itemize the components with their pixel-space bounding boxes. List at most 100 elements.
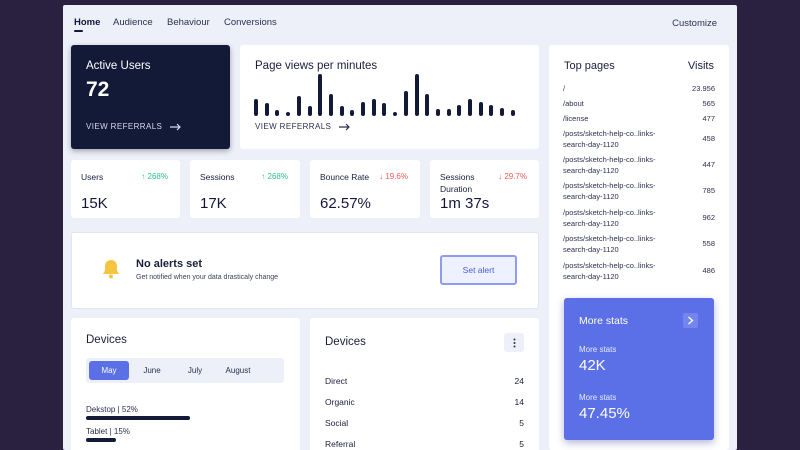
stat-value: 15K — [81, 195, 108, 212]
devices-card: Devices May June July August Dekstop | 5… — [71, 318, 300, 450]
list-item[interactable]: /23.956 — [563, 84, 715, 93]
page-views-bar — [478, 102, 483, 116]
list-item[interactable]: /license 477 — [563, 114, 715, 123]
alerts-subtitle: Get notified when your data drasticaly c… — [136, 274, 279, 281]
page-views-bar — [414, 74, 419, 116]
channels-title: Devices — [325, 336, 366, 348]
dashboard-window: Home Audience Behaviour Conversions Cust… — [63, 5, 737, 450]
stat-label: Sessions Duration — [440, 172, 475, 194]
stat-card-bounce-rate: Bounce Rate ↓ 19.6% 62.57% — [310, 160, 420, 218]
page-views-bar — [275, 110, 280, 116]
channel-row: Organic 14 — [325, 397, 524, 407]
page-views-bar — [457, 105, 462, 116]
stat-card-users: Users ↑ 268% 15K — [71, 160, 180, 218]
list-item[interactable]: /about 565 — [563, 99, 715, 108]
more-stats-card: More stats More stats 42K More stats 47.… — [564, 298, 714, 440]
active-tab-indicator — [74, 30, 83, 32]
page-views-bar — [446, 109, 451, 116]
more-stats-title: More stats — [579, 315, 629, 327]
stat-value: 1m 37s — [440, 195, 490, 212]
device-bar-tablet — [86, 438, 116, 442]
page-views-bar — [382, 103, 387, 116]
month-tab-july[interactable]: July — [187, 366, 203, 375]
active-users-title: Active Users — [86, 60, 151, 72]
page-views-bar — [339, 106, 344, 116]
page-views-bar — [318, 74, 323, 116]
channel-row: Social 5 — [325, 418, 524, 428]
page-views-bar — [328, 94, 333, 116]
bell-icon — [103, 260, 119, 279]
stat-trend-down: ↓ 29.7% — [498, 172, 527, 181]
tab-home[interactable]: Home — [74, 17, 101, 28]
tab-audience[interactable]: Audience — [113, 17, 153, 28]
tab-behaviour[interactable]: Behaviour — [167, 17, 210, 28]
page-views-card: Page views per minutes VIEW REFERRALS — [240, 45, 539, 149]
list-item[interactable]: /posts/sketch-help-co..links-search-day-… — [563, 208, 715, 228]
more-stats-value: 42K — [579, 357, 606, 374]
view-referrals-link[interactable]: VIEW REFERRALS — [86, 122, 182, 131]
page-views-bar — [489, 105, 494, 116]
stat-trend-down: ↓ 19.6% — [379, 172, 408, 181]
page-views-bar — [264, 103, 269, 116]
month-tab-june[interactable]: June — [143, 366, 161, 375]
chevron-right-icon — [688, 316, 694, 325]
stat-card-session-duration: Sessions Duration ↓ 29.7% 1m 37s — [430, 160, 539, 218]
page-views-bar — [350, 110, 355, 116]
page-views-bar — [254, 99, 258, 116]
page-views-chart — [254, 74, 526, 116]
stat-label: Users — [81, 172, 104, 182]
more-stats-value: 47.45% — [579, 405, 630, 422]
list-item[interactable]: /posts/sketch-help-co..links-search-day-… — [563, 234, 715, 254]
tab-conversions[interactable]: Conversions — [224, 17, 277, 28]
set-alert-button[interactable]: Set alert — [440, 255, 517, 285]
more-options-button[interactable] — [504, 333, 524, 352]
view-referrals-label: VIEW REFERRALS — [86, 122, 163, 131]
page-views-title: Page views per minutes — [255, 60, 378, 72]
arrow-right-icon — [170, 123, 182, 130]
view-referrals-label: VIEW REFERRALS — [255, 122, 332, 131]
top-nav: Home Audience Behaviour Conversions Cust… — [63, 5, 737, 43]
device-label-desktop: Dekstop | 52% — [86, 405, 138, 414]
page-views-bar — [361, 102, 365, 116]
page-views-bar — [435, 109, 440, 116]
view-referrals-link-2[interactable]: VIEW REFERRALS — [255, 122, 351, 131]
stat-label: Bounce Rate — [320, 172, 370, 182]
list-item[interactable]: /posts/sketch-help-co..links-search-day-… — [563, 129, 715, 149]
month-tab-may[interactable]: May — [89, 361, 129, 380]
stat-value: 62.57% — [320, 195, 371, 212]
page-views-bar — [425, 94, 430, 116]
page-views-bar — [468, 99, 472, 116]
customize-button[interactable]: Customize — [672, 18, 717, 29]
page-views-bar — [307, 106, 312, 116]
more-stats-label: More stats — [579, 345, 617, 354]
page-views-bar — [393, 112, 398, 116]
stat-trend-up: ↑ 268% — [261, 172, 288, 181]
active-users-value: 72 — [86, 78, 110, 101]
more-stats-label: More stats — [579, 393, 617, 402]
active-users-card: Active Users 72 VIEW REFERRALS — [71, 45, 230, 149]
more-stats-next-button[interactable] — [683, 313, 698, 328]
device-bar-desktop — [86, 416, 190, 420]
month-selector: May June July August — [86, 358, 284, 383]
list-item[interactable]: /posts/sketch-help-co..links-search-day-… — [563, 155, 715, 175]
list-item[interactable]: /posts/sketch-help-co..links-search-day-… — [563, 261, 715, 281]
stat-card-sessions: Sessions ↑ 268% 17K — [190, 160, 300, 218]
stat-value: 17K — [200, 195, 227, 212]
alerts-card: No alerts set Get notified when your dat… — [71, 232, 539, 309]
page-views-bar — [371, 99, 376, 116]
month-tab-august[interactable]: August — [225, 366, 251, 375]
channel-row: Direct 24 — [325, 376, 524, 386]
page-views-bar — [286, 112, 291, 116]
stat-trend-up: ↑ 268% — [141, 172, 168, 181]
list-item[interactable]: /posts/sketch-help-co..links-search-day-… — [563, 181, 715, 201]
page-views-bar — [296, 96, 301, 116]
stat-label: Sessions — [200, 172, 235, 182]
devices-title: Devices — [86, 334, 127, 346]
page-views-bar — [500, 108, 505, 116]
channels-card: Devices Direct 24 Organic 14 Social 5 Refer… — [310, 318, 539, 450]
alerts-title: No alerts set — [136, 258, 203, 270]
more-vertical-icon — [513, 338, 515, 347]
visits-column-header: Visits — [687, 60, 714, 72]
device-label-tablet: Tablet | 15% — [86, 427, 130, 436]
page-views-bar — [510, 110, 515, 116]
